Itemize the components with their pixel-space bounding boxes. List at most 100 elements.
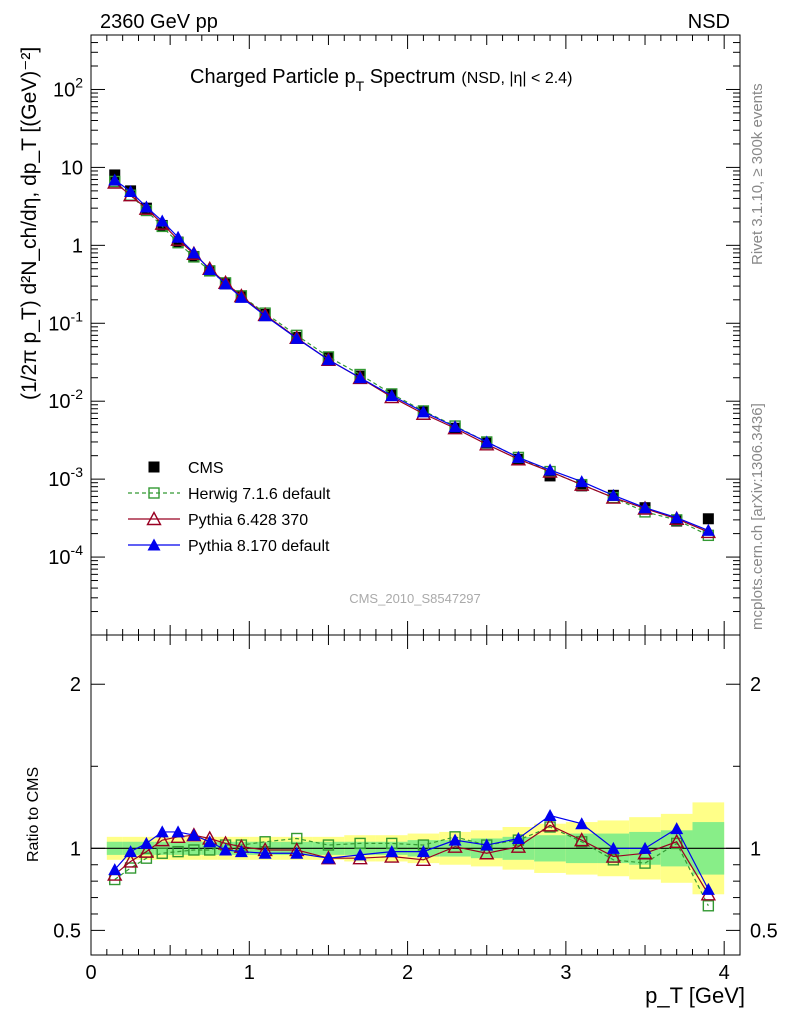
main-panel: 10-4 10-3 10-2 10-1 1 10 102 (48, 34, 741, 636)
ratio-point (234, 845, 248, 858)
data-point (124, 185, 138, 198)
y-axis-label-main: (1/2π p_T) d²N_ch/dη, dp_T [(GeV)⁻²] (18, 47, 41, 400)
data-point (258, 309, 272, 322)
data-point (203, 262, 217, 275)
ratio-point (139, 836, 153, 849)
ratio-point (219, 843, 233, 856)
ratio-point (480, 838, 494, 851)
ratio-point (479, 845, 495, 860)
ratio-point (124, 862, 137, 874)
data-point (139, 200, 153, 213)
ratio-point (448, 833, 462, 846)
ratio-point (447, 838, 463, 853)
ratio-point (203, 835, 217, 848)
ratio-point (353, 848, 367, 861)
ratio-frame (90, 634, 741, 956)
ratio-point (154, 832, 170, 847)
y-axis-label-ratio: Ratio to CMS (25, 767, 42, 862)
data-point (670, 511, 684, 524)
ratio-point (258, 846, 272, 859)
data-point (219, 277, 233, 290)
legend-label: CMS (188, 460, 224, 477)
ratio-point (155, 825, 169, 838)
data-point (234, 290, 248, 303)
ratio-point (124, 845, 138, 858)
ratio-point (321, 851, 335, 864)
y-tick-label: 10-1 (48, 308, 83, 335)
legend-marker (148, 461, 160, 473)
x-tick-label: 4 (719, 962, 730, 984)
ratio-point (188, 844, 200, 856)
legend-label: Pythia 8.170 default (188, 538, 330, 555)
x-axis-label: p_T [GeV] (645, 983, 745, 1008)
ratio-point (574, 832, 590, 847)
data-point (187, 246, 201, 259)
data-point (416, 405, 430, 418)
ratio-point (322, 839, 335, 851)
y-tick-label-right: 1 (750, 838, 761, 860)
ratio-point (543, 809, 557, 822)
source-label: mcplots.cern.ch [arXiv:1306.3436] (749, 403, 766, 630)
ratio-point (638, 841, 652, 854)
data-point (543, 463, 557, 476)
x-tick-label: 3 (560, 962, 571, 984)
y-tick-label: 102 (53, 74, 83, 101)
y-tick-label: 10 (61, 157, 83, 179)
legend-label: Pythia 6.428 370 (188, 512, 308, 529)
series-line (114, 182, 709, 533)
legend-marker (146, 511, 162, 526)
data-point (511, 450, 525, 463)
ratio-point (156, 847, 168, 859)
y-tick-label-right: 0.5 (750, 920, 778, 942)
x-tick-label: 2 (402, 962, 413, 984)
y-tick-label-right: 2 (750, 674, 761, 696)
ratio-point (138, 843, 155, 858)
data-point (290, 331, 304, 344)
legend-marker (148, 487, 160, 499)
x-tick-label: 0 (85, 962, 96, 984)
ratio-point (669, 833, 685, 848)
y-tick-label: 1 (72, 235, 83, 257)
ratio-point (670, 822, 684, 835)
data-point (606, 488, 620, 501)
energy-label: 2360 GeV pp (100, 11, 218, 33)
ratio-point (122, 853, 139, 868)
data-point (385, 389, 399, 402)
rivet-label: Rivet 3.1.10, ≥ 300k events (749, 83, 766, 265)
analysis-label: CMS_2010_S8547297 (349, 591, 481, 606)
legend-marker (147, 538, 161, 551)
data-point (321, 353, 335, 366)
main-title: Charged Particle pT Spectrum (NSD, |η| < … (190, 66, 572, 94)
legend-label: Herwig 7.1.6 default (188, 486, 331, 503)
ratio-point (140, 852, 153, 864)
ratio-point (187, 828, 201, 841)
y-tick-label: 10-3 (48, 464, 83, 491)
process-label: NSD (688, 11, 730, 33)
data-point (448, 420, 462, 433)
ratio-point (542, 817, 558, 832)
ratio-point (385, 845, 399, 858)
ratio-point (511, 831, 525, 844)
ratio-point (108, 863, 122, 876)
series-line (114, 179, 709, 531)
data-point (171, 230, 185, 243)
ratio-point (575, 817, 589, 830)
ratio-point (702, 900, 715, 912)
data-point (353, 371, 367, 384)
data-point (701, 523, 715, 536)
data-point (108, 173, 122, 186)
ratio-point (290, 846, 304, 859)
data-point (480, 435, 494, 448)
ratio-panel: 0 1 2 3 4 0.5 0.5 1 1 2 2 (53, 634, 778, 984)
legend: CMS Herwig 7.1.6 default Pythia 6.428 370 P… (128, 460, 331, 555)
data-point (702, 513, 714, 525)
series-line (114, 181, 709, 536)
data-point (575, 475, 589, 488)
ratio-point (510, 838, 527, 853)
ratio-point (605, 848, 622, 863)
ratio-point (416, 845, 430, 858)
data-point (638, 501, 652, 514)
y-tick-label: 10-2 (48, 386, 83, 413)
ratio-point (172, 845, 184, 858)
